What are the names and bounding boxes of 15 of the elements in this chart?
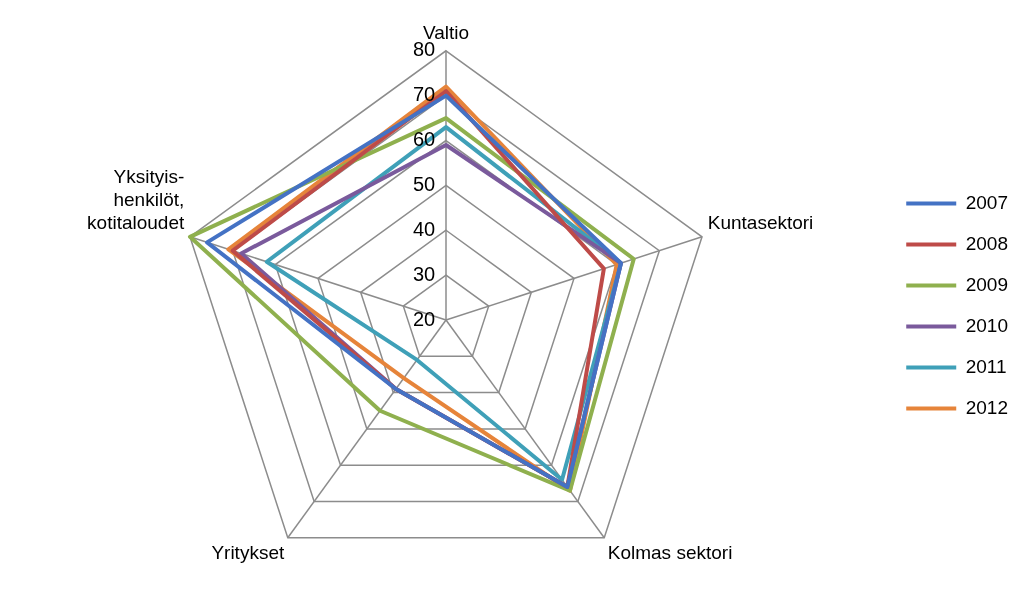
y-tick-label: 30: [412, 262, 436, 285]
legend-label: 2009: [965, 273, 1009, 295]
legend-label: 2008: [965, 232, 1009, 254]
legend-label: 2007: [965, 191, 1009, 213]
y-tick-label: 70: [412, 83, 436, 106]
legend-label: 2010: [965, 314, 1009, 336]
legend-label: 2011: [965, 355, 1007, 377]
legend-label: 2012: [965, 396, 1009, 418]
y-tick-label: 40: [412, 217, 436, 240]
y-tick-label: 50: [412, 172, 436, 195]
spoke-label: Kolmas sektori: [607, 542, 733, 564]
y-tick-label: 20: [412, 307, 436, 330]
spoke-label: Kuntasektori: [707, 211, 814, 233]
spoke-label: Yksityis- henkilöt, kotitaloudet: [87, 166, 185, 233]
spoke-label: Yritykset: [211, 542, 285, 564]
